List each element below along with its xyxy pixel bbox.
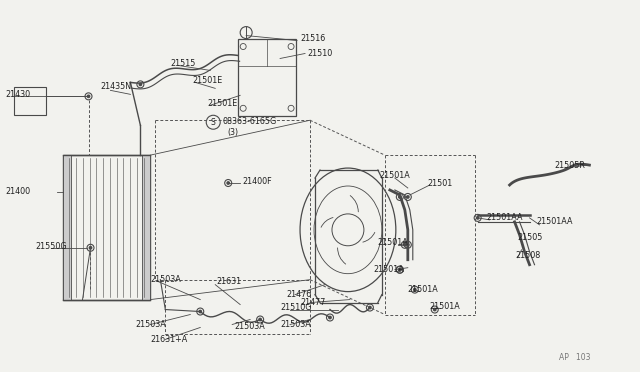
- Text: 21476: 21476: [286, 290, 311, 299]
- Text: 21516: 21516: [300, 34, 325, 43]
- Circle shape: [369, 307, 371, 309]
- Text: AP   103: AP 103: [559, 353, 591, 362]
- Text: 21501A: 21501A: [380, 170, 411, 180]
- Text: 21501E: 21501E: [192, 76, 223, 85]
- Circle shape: [227, 182, 229, 184]
- Text: 21501A: 21501A: [430, 302, 461, 311]
- Text: 21510: 21510: [307, 49, 332, 58]
- Text: 21550G: 21550G: [36, 242, 67, 251]
- Circle shape: [139, 83, 141, 86]
- Circle shape: [199, 310, 202, 313]
- Bar: [63, 155, 150, 299]
- Text: 21430: 21430: [6, 90, 31, 99]
- Text: 21631+A: 21631+A: [150, 335, 188, 344]
- Circle shape: [476, 217, 479, 219]
- Circle shape: [433, 308, 436, 311]
- Circle shape: [399, 196, 401, 198]
- Text: 21501A: 21501A: [373, 265, 404, 274]
- Text: 21503A: 21503A: [136, 320, 166, 329]
- Text: 21501AA: 21501AA: [486, 214, 523, 222]
- Text: (3): (3): [227, 128, 238, 137]
- Text: 21501E: 21501E: [207, 99, 237, 108]
- Circle shape: [406, 244, 409, 246]
- Text: 21503A: 21503A: [150, 275, 181, 284]
- Circle shape: [413, 288, 416, 291]
- Circle shape: [259, 318, 261, 321]
- Text: 21435N: 21435N: [100, 82, 132, 91]
- Circle shape: [87, 95, 90, 97]
- Text: 21508: 21508: [516, 251, 541, 260]
- Text: 08363-6165G: 08363-6165G: [222, 117, 276, 126]
- Text: 21400F: 21400F: [242, 177, 272, 186]
- Bar: [142, 155, 150, 299]
- Circle shape: [399, 269, 401, 271]
- Bar: [63, 155, 70, 299]
- Text: 21505: 21505: [518, 233, 543, 242]
- Text: 21501: 21501: [428, 179, 453, 187]
- Text: 21503A: 21503A: [234, 322, 265, 331]
- Text: 21501A: 21501A: [378, 238, 408, 247]
- Text: 21515: 21515: [170, 59, 196, 68]
- Text: 21477: 21477: [300, 298, 325, 307]
- Bar: [238, 39, 296, 116]
- Text: 21400: 21400: [6, 187, 31, 196]
- Circle shape: [329, 316, 331, 319]
- Text: 21501A: 21501A: [408, 285, 438, 294]
- Text: 21631: 21631: [216, 277, 241, 286]
- Text: 21501AA: 21501AA: [536, 217, 573, 227]
- Bar: [13, 87, 45, 115]
- Text: 21503A: 21503A: [280, 320, 311, 329]
- Circle shape: [90, 247, 92, 249]
- Circle shape: [404, 244, 406, 246]
- Text: 21505R: 21505R: [554, 161, 586, 170]
- Text: S: S: [211, 118, 216, 127]
- Circle shape: [399, 269, 401, 271]
- Circle shape: [406, 196, 409, 198]
- Text: 21510G: 21510G: [280, 303, 312, 312]
